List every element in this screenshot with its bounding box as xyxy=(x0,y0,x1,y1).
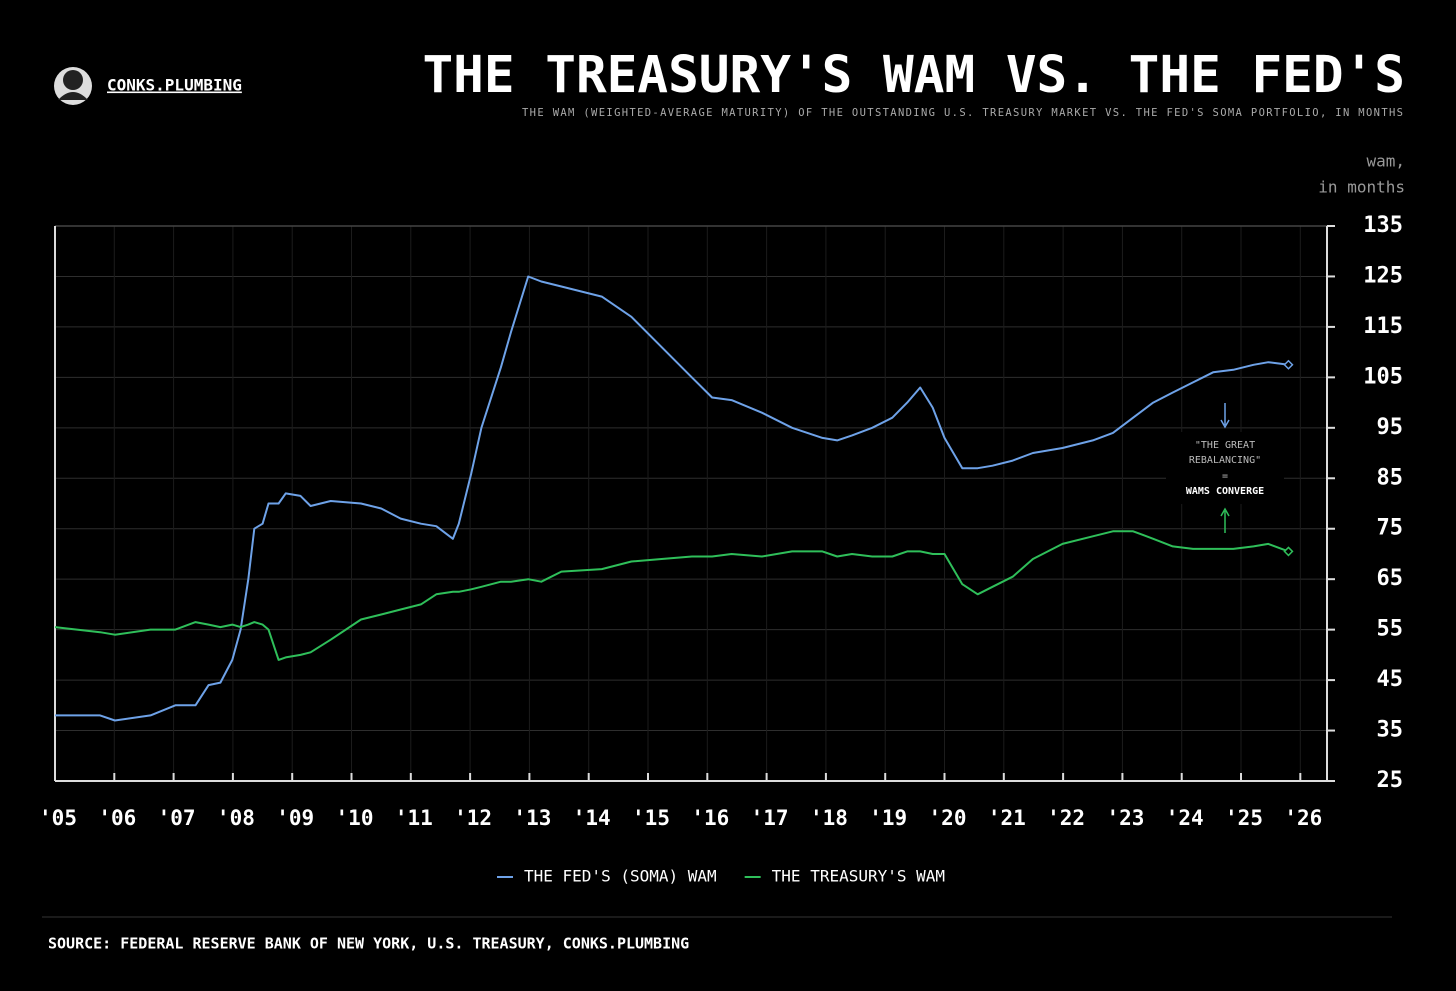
chart-title: THE TREASURY'S WAM VS. THE FED'S xyxy=(422,46,1405,105)
legend-label: THE FED'S (SOMA) WAM xyxy=(524,867,717,886)
x-tick-label: '21 xyxy=(988,806,1026,830)
source: SOURCE: FEDERAL RESERVE BANK OF NEW YORK… xyxy=(48,935,689,953)
x-tick-label: '08 xyxy=(217,806,255,830)
y-axis-label: in months xyxy=(1318,178,1405,197)
x-tick-label: '10 xyxy=(336,806,374,830)
y-tick-label: 75 xyxy=(1377,516,1404,541)
series-line xyxy=(55,275,1289,722)
annotation-text: WAMS CONVERGE xyxy=(1186,486,1264,497)
x-tick-label: '07 xyxy=(158,806,196,830)
x-tick-label: '05 xyxy=(39,806,77,830)
y-tick-label: 45 xyxy=(1377,667,1404,692)
y-tick-label: 135 xyxy=(1363,213,1403,238)
y-axis-label: wam, xyxy=(1366,152,1405,171)
x-tick-label: '17 xyxy=(751,806,789,830)
x-tick-label: '13 xyxy=(513,806,551,830)
x-tick-label: '24 xyxy=(1166,806,1204,830)
end-marker xyxy=(1283,359,1294,370)
logo xyxy=(54,67,92,105)
x-tick-label: '15 xyxy=(632,806,670,830)
x-tick-label: '14 xyxy=(573,806,611,830)
x-tick-label: '16 xyxy=(691,806,729,830)
x-tick-label: '09 xyxy=(276,806,314,830)
y-tick-label: 105 xyxy=(1363,364,1403,389)
x-tick-label: '12 xyxy=(454,806,492,830)
end-marker xyxy=(1283,546,1294,557)
y-tick-label: 115 xyxy=(1363,314,1403,339)
y-tick-label: 125 xyxy=(1363,263,1403,288)
legend-label: THE TREASURY'S WAM xyxy=(772,867,945,886)
x-tick-label: '11 xyxy=(395,806,433,830)
annotation-text: = xyxy=(1222,471,1228,482)
brand[interactable]: CONKS.PLUMBING xyxy=(107,76,242,95)
annotation-text: "THE GREAT xyxy=(1195,440,1255,451)
x-tick-label: '25 xyxy=(1225,806,1263,830)
x-tick-label: '18 xyxy=(810,806,848,830)
y-tick-label: 35 xyxy=(1377,718,1404,743)
x-tick-label: '19 xyxy=(869,806,907,830)
y-tick-label: 25 xyxy=(1377,768,1404,793)
x-tick-label: '26 xyxy=(1284,806,1322,830)
y-tick-label: 85 xyxy=(1377,465,1404,490)
y-tick-label: 65 xyxy=(1377,566,1404,591)
y-tick-label: 95 xyxy=(1377,415,1404,440)
x-tick-label: '06 xyxy=(98,806,136,830)
annotation xyxy=(1166,403,1284,533)
x-tick-label: '22 xyxy=(1047,806,1085,830)
x-tick-label: '23 xyxy=(1106,806,1144,830)
annotation-text: REBALANCING" xyxy=(1189,455,1261,466)
x-tick-label: '20 xyxy=(929,806,967,830)
chart-subtitle: THE WAM (WEIGHTED-AVERAGE MATURITY) OF T… xyxy=(522,107,1403,119)
y-tick-label: 55 xyxy=(1377,617,1404,642)
series-line xyxy=(54,530,1289,661)
